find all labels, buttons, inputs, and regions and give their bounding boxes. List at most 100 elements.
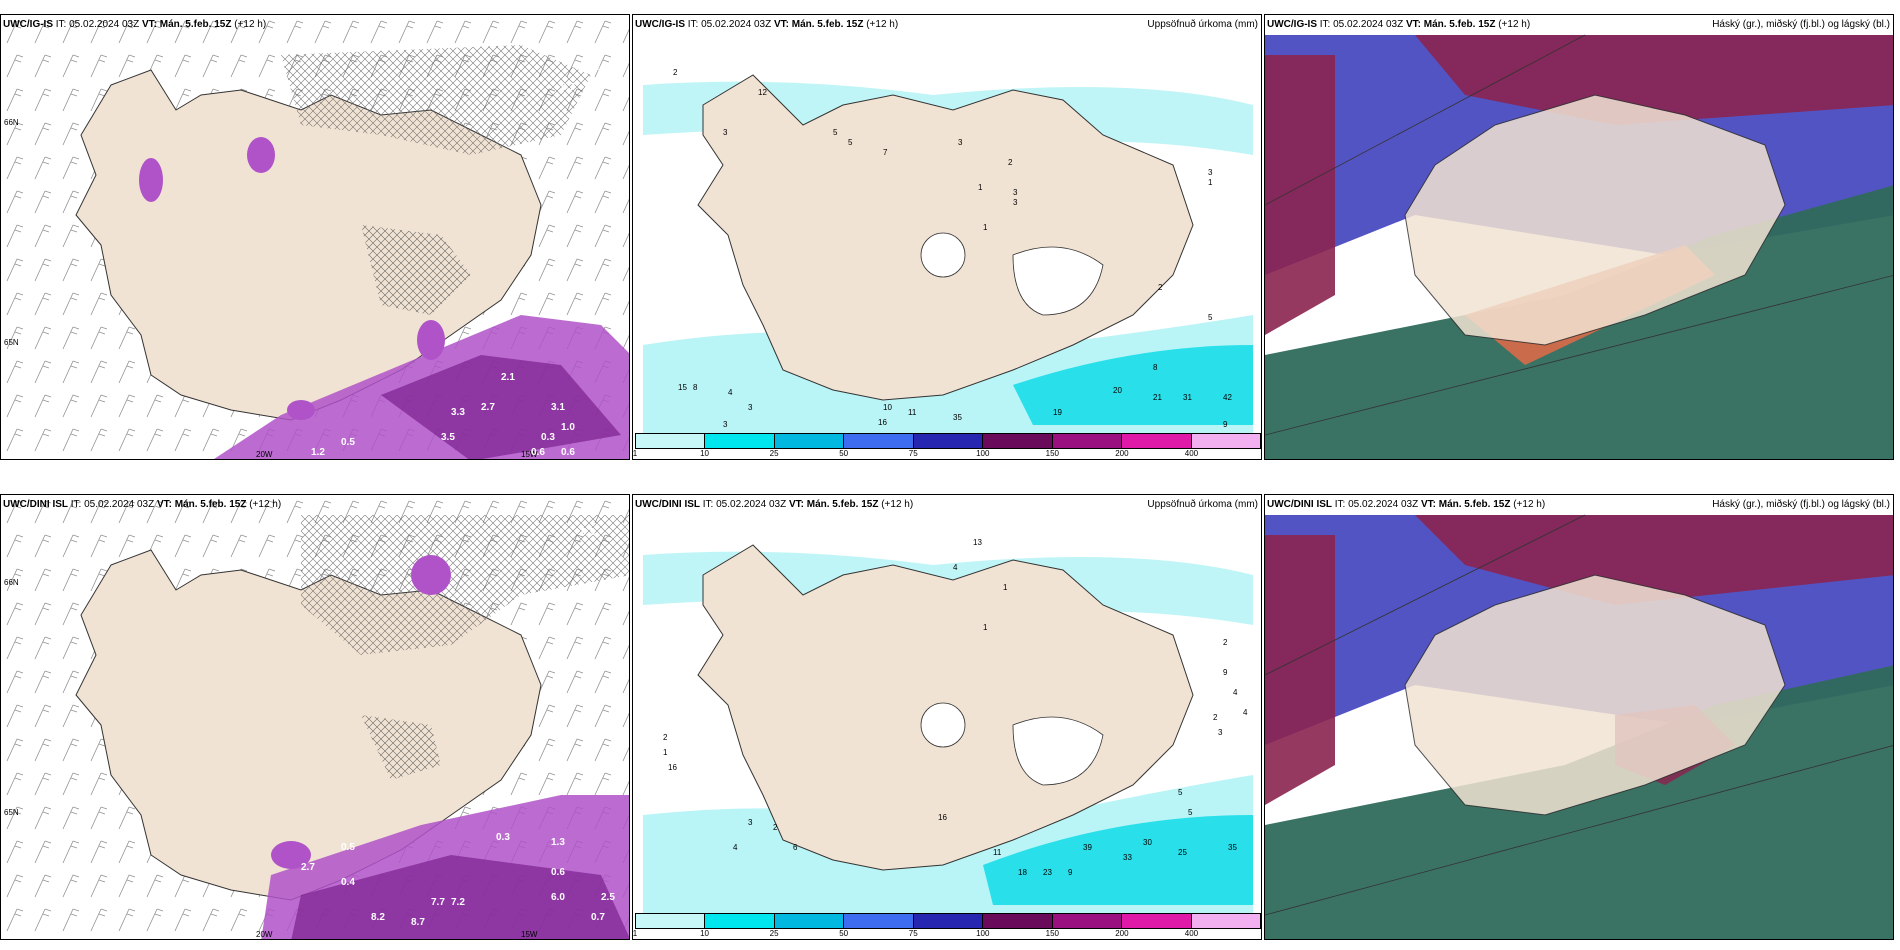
lon-label-15: 15W [521, 450, 538, 459]
wind-speed-label: 8.7 [411, 917, 425, 928]
panel-header: UWC/IG-IS IT: 05.02.2024 03Z VT: Mán. 5.… [635, 19, 899, 30]
legend-label: 100 [976, 449, 990, 458]
wind-speed-label: 0.7 [591, 912, 605, 923]
legend-swatch [983, 434, 1053, 448]
precip-value: 13 [973, 538, 982, 547]
precip-value: 16 [938, 813, 947, 822]
lat-label-65: 65N [4, 338, 19, 347]
legend-label: 75 [908, 449, 918, 458]
legend-swatch [774, 434, 845, 448]
precip-title: Uppsöfnuð úrkoma (mm) [1147, 499, 1258, 510]
legend-label: 100 [976, 929, 990, 938]
wind-speed-label: 0.5 [341, 437, 355, 448]
precip-value: 16 [878, 418, 887, 427]
precip-value: 3 [1208, 168, 1213, 177]
legend-label: 150 [1045, 929, 1060, 938]
precip-value: 9 [1223, 420, 1228, 429]
precip-value: 31 [1183, 393, 1192, 402]
wind-speed-label: 0.5 [341, 842, 355, 853]
cloud-panel-top: UWC/IG-IS IT: 05.02.2024 03Z VT: Mán. 5.… [1264, 14, 1894, 460]
legend-label: 400 [1184, 449, 1199, 458]
precip-value: 11 [908, 408, 917, 417]
precip-value: 4 [1233, 688, 1238, 697]
legend-swatch [844, 914, 914, 928]
legend-swatch [1052, 914, 1123, 928]
wind-speed-label: 1.0 [561, 422, 575, 433]
precip-value: 2 [1213, 713, 1218, 722]
legend-swatch [1122, 434, 1192, 448]
precip-value: 39 [1083, 843, 1092, 852]
wind-panel-top: UWC/IG-IS IT: 05.02.2024 03Z VT: Mán. 5.… [0, 14, 630, 460]
wind-speed-label: 2.7 [481, 402, 495, 413]
wind-speed-label: 0.6 [591, 82, 605, 93]
precip-value: 2 [1158, 283, 1163, 292]
precip-panel-bottom: UWC/DINI ISL IT: 05.02.2024 03Z VT: Mán.… [632, 494, 1262, 940]
legend-swatch [774, 914, 845, 928]
wind-speed-label: 1.3 [551, 837, 565, 848]
legend-label: 10 [700, 449, 709, 458]
precip-value: 25 [1178, 848, 1187, 857]
precip-value: 3 [1013, 188, 1018, 197]
precip-value: 1 [1003, 583, 1008, 592]
precip-value: 16 [668, 763, 677, 772]
wind-speed-label: 2.7 [301, 862, 315, 873]
precip-value: 2 [673, 68, 678, 77]
precip-value: 5 [1178, 788, 1183, 797]
wind-speed-label: 0.3 [581, 527, 595, 538]
precip-value: 33 [1123, 853, 1132, 862]
wind-speed-label: 2.5 [601, 892, 615, 903]
wind-map: 66N 65N 20W 15W 1.2 0.5 2.1 3.3 3.5 2.7 3.1 1.0… [1, 15, 629, 459]
wind-speed-label: 0.6 [531, 447, 545, 458]
precip-value: 30 [1143, 838, 1152, 847]
legend-label: 1 [632, 929, 638, 938]
precip-value: 4 [728, 388, 733, 397]
wind-speed-label: 0.3 [496, 832, 510, 843]
legend-swatch [913, 434, 984, 448]
precip-value: 1 [983, 223, 988, 232]
wind-speed-label: 3.5 [441, 432, 455, 443]
precip-value: 9 [1223, 668, 1228, 677]
wind-speed-label: 0.6 [561, 447, 575, 458]
cloud-title: Háský (gr.), miðský (fj.bl.) og lágský (… [1712, 499, 1890, 510]
precip-value: 35 [953, 413, 962, 422]
legend-label: 400 [1184, 929, 1199, 938]
precip-value: 5 [833, 128, 838, 137]
lon-label-15: 15W [521, 930, 538, 939]
legend-label: 150 [1045, 449, 1060, 458]
legend-swatch [913, 914, 984, 928]
precip-value: 21 [1153, 393, 1162, 402]
precip-value: 19 [1053, 408, 1062, 417]
precip-value: 42 [1223, 393, 1232, 402]
precip-value: 3 [1013, 198, 1018, 207]
wind-speed-labels: 2.7 0.5 0.4 7.7 7.2 8.2 8.7 6.0 2.5 0.7 1.3 0.6 0.3 0… [301, 527, 615, 928]
legend-label: 25 [769, 449, 779, 458]
precip-value: 3 [1218, 728, 1223, 737]
wind-speed-label: 3.3 [451, 407, 465, 418]
precip-value: 1 [978, 183, 983, 192]
wind-map: 66N 65N 20W 15W 2.7 0.5 0.4 7.7 7.2 8.2 8.7 6.0… [1, 495, 629, 939]
precip-value: 15 [678, 383, 687, 392]
precip-value: 8 [693, 383, 698, 392]
precip-value: 9 [1068, 868, 1073, 877]
legend-swatch [1122, 914, 1192, 928]
precip-value: 5 [1208, 313, 1213, 322]
precip-value: 23 [1043, 868, 1052, 877]
wind-speed-label: 2.1 [501, 372, 515, 383]
precip-value: 1 [1208, 178, 1213, 187]
precip-value: 1 [663, 748, 668, 757]
lon-label-20: 20W [256, 930, 273, 939]
wind-speed-label: 0.6 [551, 867, 565, 878]
precip-value: 2 [773, 823, 778, 832]
precip-value: 35 [1228, 843, 1237, 852]
precip-value: 4 [953, 563, 958, 572]
precip-value: 5 [1188, 808, 1193, 817]
lon-label-20: 20W [256, 450, 273, 459]
legend-label: 50 [839, 929, 849, 938]
legend-swatch [1191, 434, 1260, 448]
wind-speed-label: 1.2 [311, 447, 325, 458]
legend-swatch [636, 914, 706, 928]
legend-swatch [705, 434, 775, 448]
precip-legend: 1 10 25 50 75 100 150 200 400 [633, 433, 1261, 458]
